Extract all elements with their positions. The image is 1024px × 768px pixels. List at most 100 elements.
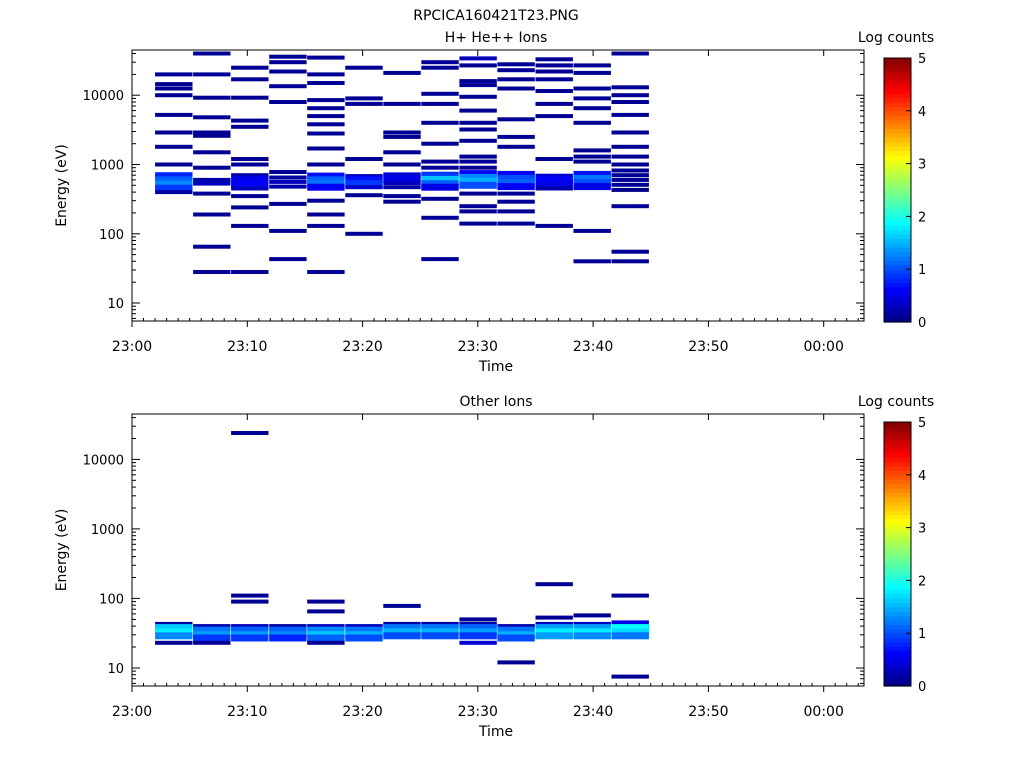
heatmap-cell [611, 85, 649, 90]
heatmap-cell [193, 634, 231, 642]
x-axis-label: Time [478, 359, 513, 375]
colorbar-segment [884, 238, 911, 244]
x-tick-label: 23:00 [112, 339, 152, 355]
heatmap-cell [459, 83, 497, 88]
y-tick-label: 10000 [83, 89, 124, 104]
heatmap-cell [231, 624, 269, 629]
heatmap-cell [421, 101, 459, 106]
heatmap-cell [535, 632, 573, 640]
heatmap-cell [459, 621, 497, 626]
colorbar-segment [884, 216, 911, 222]
heatmap-cell [497, 179, 535, 186]
heatmap-cell [307, 176, 345, 184]
heatmap-cell [231, 77, 269, 82]
heatmap-cell [383, 632, 421, 640]
colorbar-segment [884, 650, 911, 656]
heatmap-cell [155, 162, 193, 167]
heatmap-cell [383, 199, 421, 204]
colorbar-segment [884, 251, 911, 257]
heatmap-cell [307, 162, 345, 167]
x-tick-label: 23:50 [688, 339, 728, 355]
colorbar-tick-label: 0 [918, 316, 926, 331]
x-tick-label: 23:10 [227, 339, 267, 355]
colorbar-segment [884, 163, 911, 169]
heatmap-cell [459, 191, 497, 196]
heatmap-cell [269, 257, 307, 262]
colorbar-segment [884, 269, 911, 275]
heatmap-cell [421, 632, 459, 640]
heatmap-cell [611, 674, 649, 679]
heatmap-cell [573, 621, 611, 626]
heatmap-cell [269, 624, 307, 629]
heatmap-cell [155, 130, 193, 135]
colorbar-segment [884, 115, 911, 121]
heatmap-cell [497, 174, 535, 182]
heatmap-cell [231, 205, 269, 210]
heatmap-cell [497, 77, 535, 82]
heatmap-cell [193, 51, 231, 56]
heatmap-cell [459, 159, 497, 164]
colorbar-tick-label: 4 [918, 105, 926, 120]
heatmap-cell [459, 138, 497, 143]
heatmap-cell [193, 270, 231, 274]
heatmap-cell [421, 171, 459, 179]
heatmap-cell [383, 134, 421, 139]
heatmap-cell [155, 82, 193, 87]
x-axis-label: Time [478, 724, 513, 740]
x-tick-label: 23:50 [688, 704, 728, 720]
heatmap-cell [573, 179, 611, 186]
colorbar-segment [884, 141, 911, 147]
colorbar-segment [884, 295, 911, 301]
heatmap-cell [269, 201, 307, 206]
heatmap-cell [459, 108, 497, 113]
heatmap-cell [573, 148, 611, 153]
heatmap-cell [269, 60, 307, 65]
colorbar-segment [884, 282, 911, 288]
y-tick-label: 1000 [91, 523, 124, 538]
heatmap-cell [459, 63, 497, 68]
colorbar-segment [884, 273, 911, 279]
colorbar-segment [884, 444, 911, 449]
heatmap-cell [193, 244, 231, 249]
colorbar-tick-label: 2 [918, 210, 926, 225]
heatmap-cell [535, 615, 573, 620]
heatmap-cell [383, 70, 421, 75]
colorbar-segment [884, 492, 911, 498]
heatmap-cell [611, 204, 649, 209]
heatmap-cell [193, 165, 231, 170]
heatmap-cell [231, 173, 269, 178]
colorbar-frame [883, 421, 912, 687]
heatmap-cell [269, 228, 307, 233]
heatmap-cell [611, 93, 649, 98]
heatmap-cell [573, 170, 611, 178]
y-axis-label: Energy (eV) [54, 144, 70, 227]
colorbar-segment [884, 278, 911, 283]
colorbar-segment [884, 457, 911, 463]
colorbar-segment [884, 571, 911, 577]
heatmap-cell [345, 185, 383, 190]
heatmap-cell [345, 174, 383, 179]
colorbar-segment [884, 62, 911, 68]
heatmap-cell [193, 181, 231, 186]
heatmap-cell [497, 660, 535, 665]
heatmap-cell [497, 191, 535, 196]
heatmap-cell [383, 624, 421, 632]
colorbar-segment [884, 97, 911, 103]
colorbar-tick-label: 1 [918, 627, 926, 642]
heatmap-cell [535, 77, 573, 82]
heatmap-cell [535, 180, 573, 188]
heatmap-cell [497, 68, 535, 73]
heatmap-cell [535, 69, 573, 74]
heatmap-cell [345, 157, 383, 161]
heatmap-cell [421, 141, 459, 146]
heatmap-cell [421, 628, 459, 636]
colorbar-segment [884, 264, 911, 270]
colorbar-segment [884, 567, 911, 573]
heatmap-cell [307, 98, 345, 103]
colorbar-segment [884, 154, 911, 160]
y-tick-label: 100 [99, 592, 124, 607]
heatmap-cell [307, 599, 345, 604]
heatmap-cell [459, 154, 497, 159]
